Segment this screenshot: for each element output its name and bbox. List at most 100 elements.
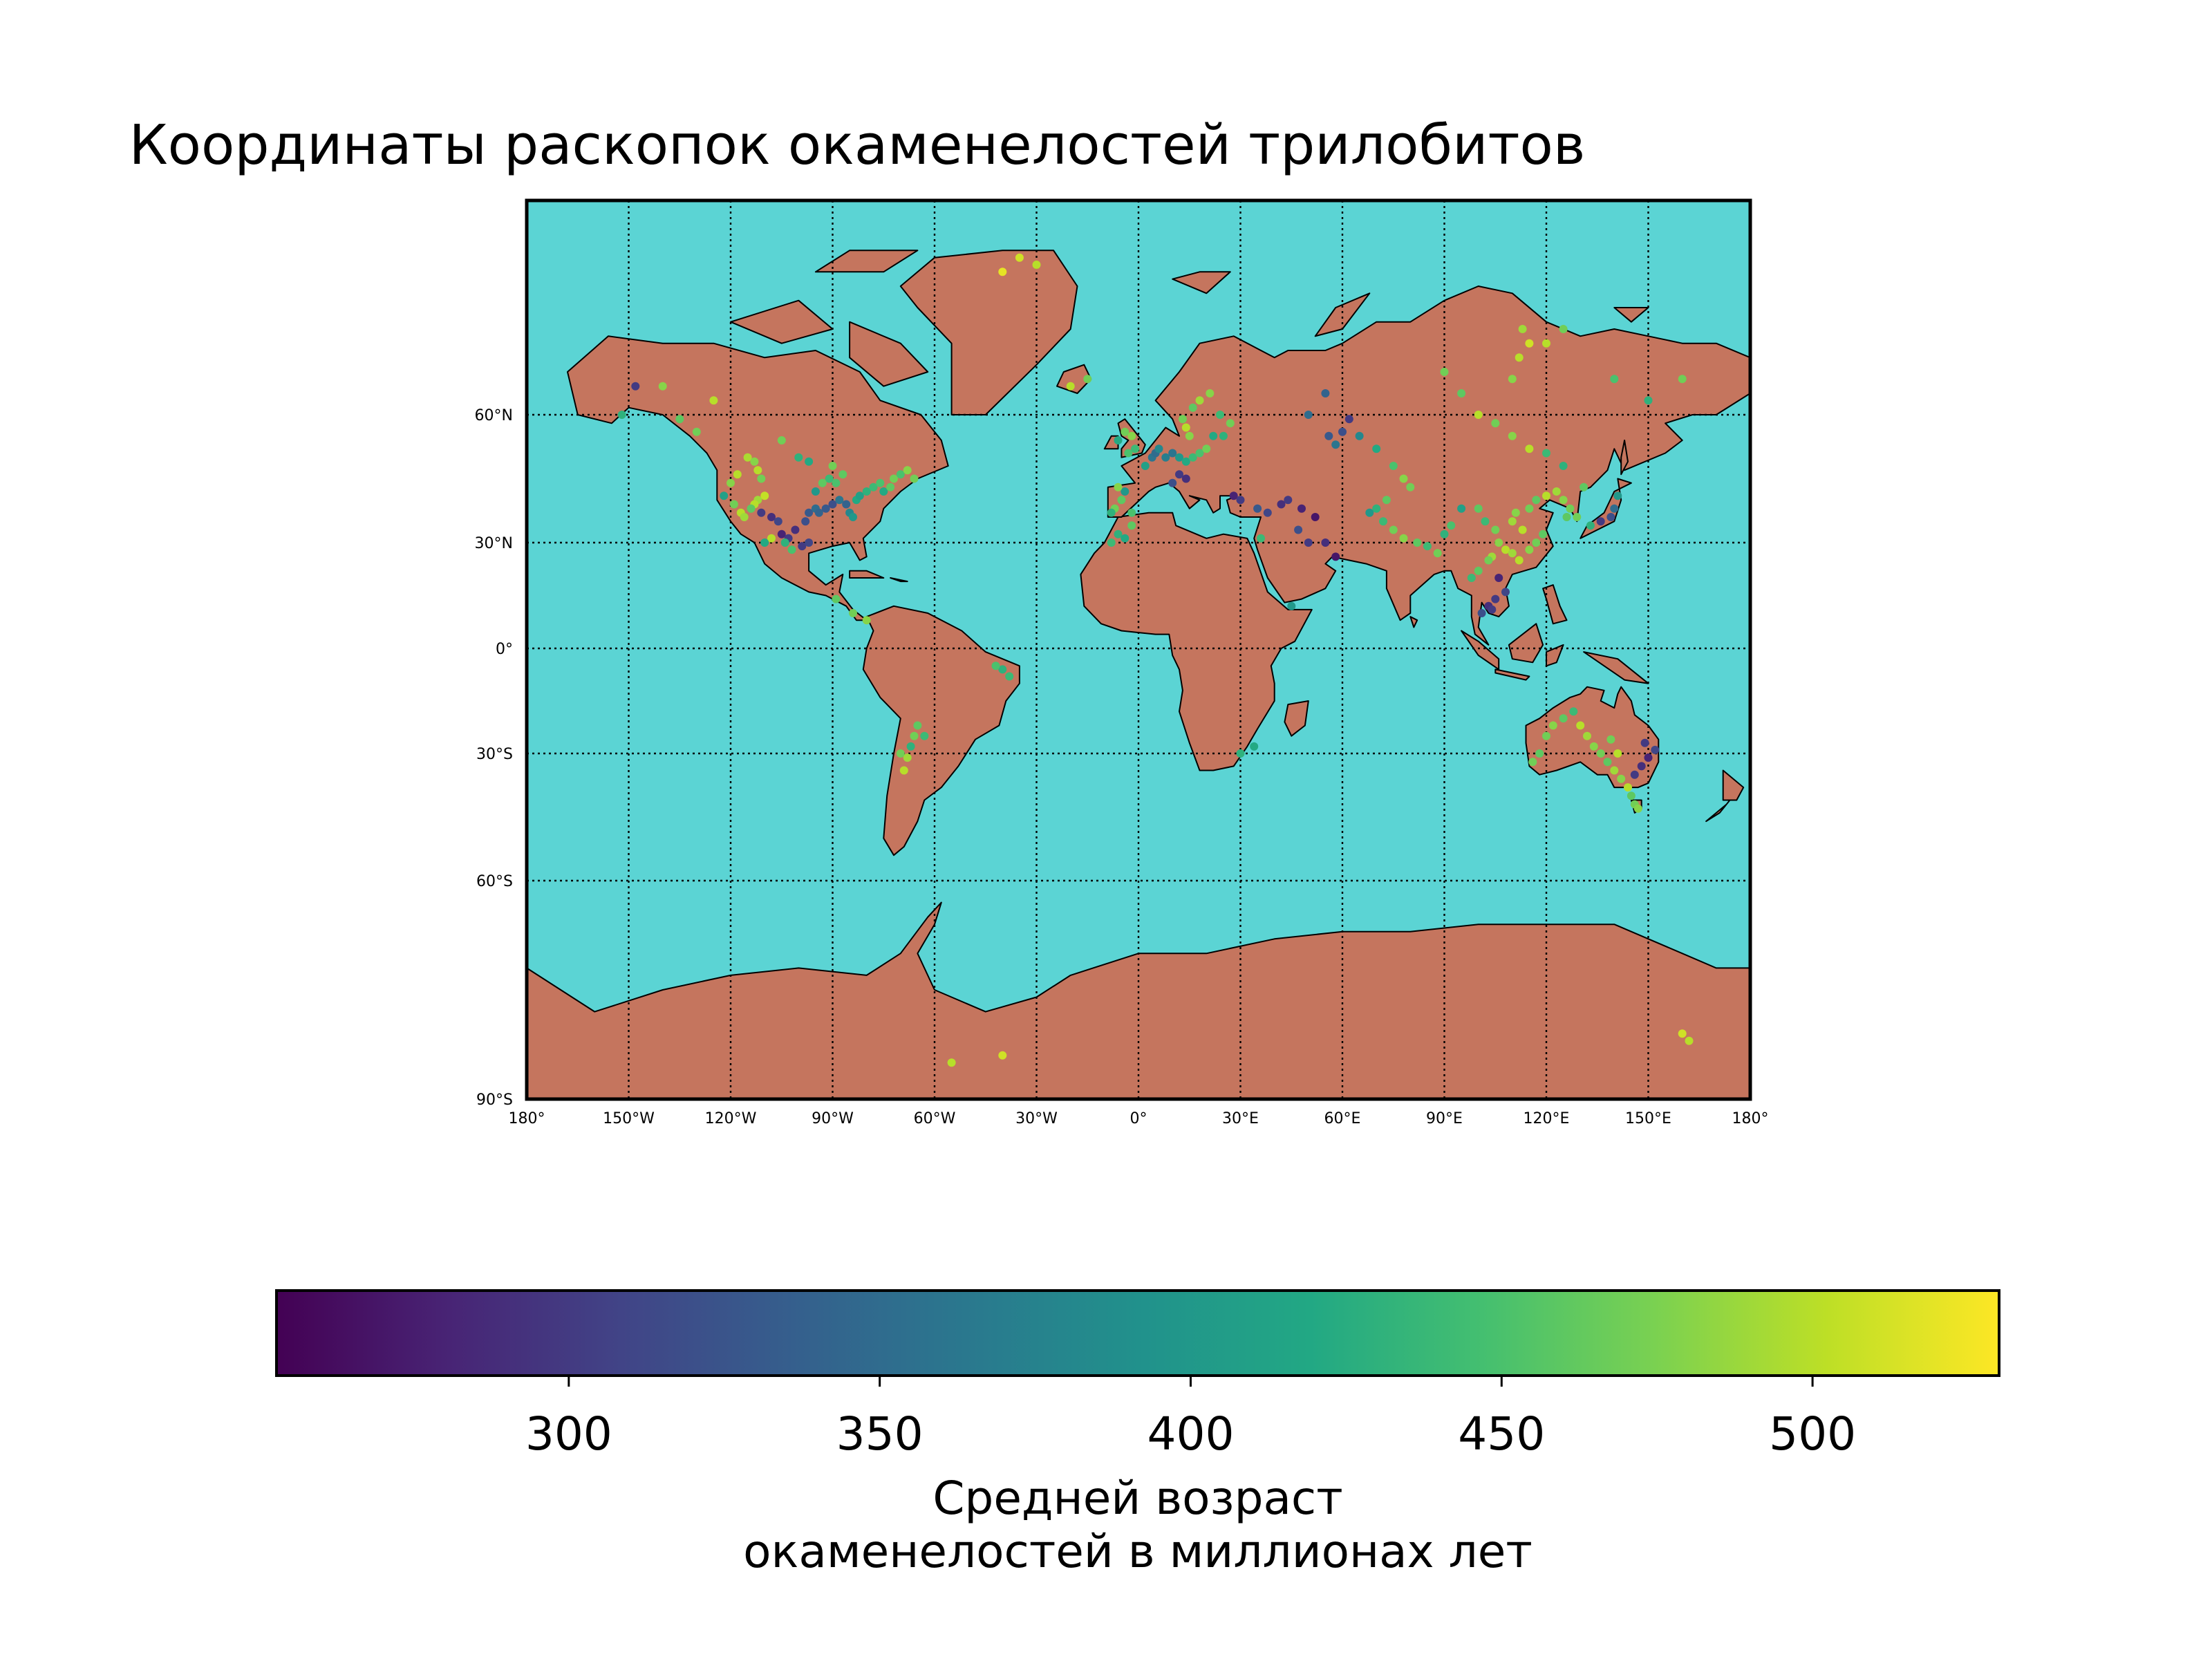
fossil-point	[1372, 444, 1381, 453]
fossil-point	[832, 594, 841, 603]
fossil-point	[1508, 431, 1517, 440]
fossil-point	[805, 538, 814, 547]
fossil-point	[1399, 474, 1408, 483]
fossil-point	[1501, 588, 1510, 597]
fossil-point	[886, 482, 895, 491]
landmass-21	[849, 570, 885, 579]
colorbar-tick-label: 300	[525, 1407, 612, 1461]
fossil-point	[767, 513, 776, 521]
fossil-point	[1610, 504, 1619, 513]
fossil-point	[1491, 419, 1500, 428]
landmass-28	[1613, 307, 1649, 323]
colorbar-tick-label: 500	[1769, 1407, 1856, 1461]
fossil-point	[1257, 534, 1265, 543]
fossil-point	[879, 487, 888, 496]
fossil-point	[1066, 382, 1075, 391]
fossil-point	[821, 504, 830, 513]
fossil-point	[1127, 508, 1136, 517]
fossil-point	[805, 457, 814, 466]
fossil-point	[1083, 375, 1092, 384]
fossil-point	[814, 508, 823, 517]
fossil-point	[1539, 529, 1548, 538]
fossil-point	[798, 542, 807, 551]
lon-tick-label: 60°E	[1324, 1110, 1361, 1127]
fossil-point	[1161, 453, 1170, 462]
fossil-point	[835, 496, 844, 505]
fossil-point	[1491, 525, 1500, 534]
fossil-point	[777, 529, 786, 538]
fossil-point	[1219, 431, 1228, 440]
landmass-30	[526, 901, 1751, 1100]
landmass-25	[849, 321, 929, 387]
landmass-22	[890, 577, 908, 583]
fossil-point	[1389, 525, 1398, 534]
longitude-labels: 180° 150°W 120°W 90°W 60°W 30°W 0° 30°E 60°E 90°E…	[509, 1110, 1769, 1127]
fossil-point	[1630, 770, 1639, 779]
fossil-point	[869, 482, 878, 491]
fossil-point	[1640, 738, 1649, 747]
fossil-point	[1474, 566, 1483, 575]
colorbar-ticks: 300 350 400 450 500	[525, 1376, 1856, 1461]
fossil-point	[729, 500, 738, 509]
fossil-point	[1613, 491, 1622, 500]
fossil-point	[1168, 478, 1177, 487]
fossil-point	[1678, 375, 1687, 384]
fossil-point	[1331, 552, 1340, 561]
fossil-point	[1114, 436, 1123, 444]
fossil-point	[1559, 714, 1568, 723]
fossil-point	[1372, 504, 1381, 513]
landmass-23	[814, 250, 919, 273]
fossil-point	[1121, 427, 1130, 436]
fossil-point	[1542, 731, 1550, 740]
fossil-point	[818, 478, 827, 487]
fossil-point	[913, 721, 922, 730]
fossil-point	[855, 491, 864, 500]
lon-tick-label: 60°W	[914, 1110, 956, 1127]
fossil-point	[1559, 496, 1568, 505]
fossil-point	[805, 508, 814, 517]
fossil-point	[1525, 339, 1534, 348]
fossil-point	[1589, 742, 1598, 751]
landmass-1	[899, 250, 1078, 415]
fossil-point	[1178, 415, 1187, 424]
fossil-point	[1216, 411, 1224, 419]
lon-tick-label: 120°E	[1524, 1110, 1570, 1127]
fossil-point	[727, 478, 735, 487]
fossil-point	[1617, 774, 1626, 783]
fossil-point	[692, 427, 701, 436]
fossil-point	[1379, 517, 1387, 526]
colorbar-tick-label: 450	[1458, 1407, 1545, 1461]
fossil-point	[1406, 482, 1415, 491]
fossil-point	[1297, 504, 1306, 513]
fossil-point	[1015, 253, 1024, 262]
fossil-point	[1624, 783, 1632, 792]
fossil-point	[1277, 500, 1286, 509]
fossil-point	[896, 470, 905, 479]
fossil-point	[910, 731, 919, 740]
fossil-point	[709, 396, 718, 405]
fossil-point	[876, 478, 885, 487]
fossil-point	[1633, 804, 1642, 813]
fossil-point	[733, 470, 742, 479]
fossil-point	[1644, 396, 1653, 405]
landmass-2	[862, 605, 1020, 856]
landmass-26	[1172, 271, 1231, 294]
fossil-point	[862, 616, 871, 625]
fossil-point	[1338, 427, 1347, 436]
fossil-point	[1576, 721, 1585, 730]
fossil-point	[1209, 431, 1218, 440]
colorbar-label-line2: окаменелостей в миллионах лет	[743, 1525, 1533, 1578]
fossil-point	[1637, 762, 1646, 771]
fossil-point	[896, 749, 905, 758]
lon-tick-label: 0°	[1130, 1110, 1147, 1127]
landmass-14	[1494, 668, 1530, 681]
fossil-point	[1477, 609, 1486, 617]
lat-tick-label: 0°	[496, 641, 513, 658]
fossil-point	[890, 474, 898, 483]
fossil-point	[828, 500, 837, 509]
fossil-point	[825, 474, 834, 483]
landmass-16	[1583, 651, 1649, 684]
fossil-point	[767, 534, 776, 543]
fossil-point	[1195, 396, 1204, 405]
